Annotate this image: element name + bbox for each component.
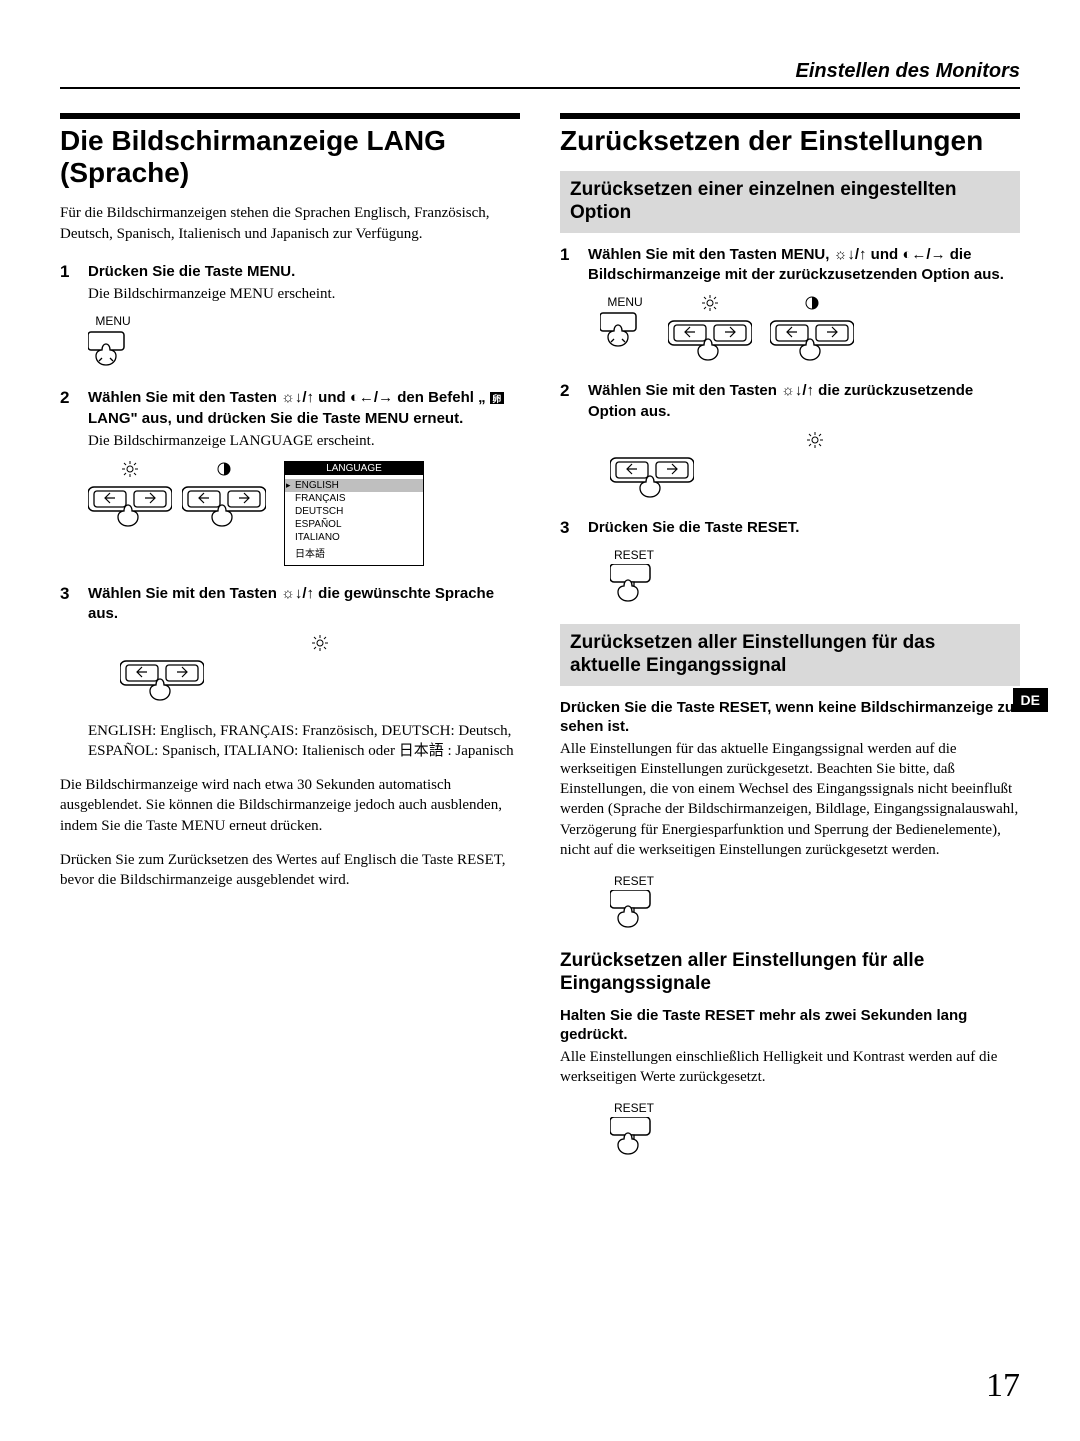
left-step-1: 1 Drücken Sie die Taste MENU. Die Bildsc… — [60, 262, 520, 305]
reset-diagram: RESET — [610, 874, 1020, 932]
menu-label: MENU — [600, 295, 650, 309]
body-text: Alle Einstellungen für das aktuelle Eing… — [560, 739, 1020, 861]
menu-label: MENU — [88, 314, 138, 328]
step-title: Drücken Sie die Taste MENU. — [88, 262, 520, 282]
language-tab: DE — [1013, 688, 1048, 712]
left-para-2: Drücken Sie zum Zurücksetzen des Wertes … — [60, 850, 520, 891]
step-desc: Die Bildschirmanzeige LANGUAGE erscheint… — [88, 431, 520, 451]
left-para-1: Die Bildschirmanzeige wird nach etwa 30 … — [60, 775, 520, 836]
reset-label: RESET — [614, 548, 1020, 562]
rocker-diagram — [610, 432, 1020, 500]
t: und — [314, 389, 350, 406]
contrast-arrows-icon: ◐←/→ — [902, 246, 945, 263]
lang-icon: 卵 — [490, 392, 504, 404]
step-number: 1 — [560, 245, 578, 286]
right-step-3: 3 Drücken Sie die Taste RESET. — [560, 518, 1020, 538]
osd-item: 日本語 — [285, 544, 423, 561]
reset-label: RESET — [614, 874, 1020, 888]
t: Wählen Sie mit den Tasten — [88, 585, 281, 602]
left-column: Die Bildschirmanzeige LANG (Sprache) Für… — [60, 113, 520, 1177]
osd-item: FRANÇAIS — [285, 492, 423, 505]
step-title: Wählen Sie mit den Tasten ☼↓/↑ die gewün… — [88, 584, 520, 625]
sun-arrows-icon: ☼↓/↑ — [834, 246, 867, 263]
left-intro: Für die Bildschirmanzeigen stehen die Sp… — [60, 203, 520, 244]
t: Wählen Sie mit den Tasten — [588, 382, 781, 399]
contrast-arrows-icon: ◐←/→ — [350, 389, 393, 406]
left-step-2: 2 Wählen Sie mit den Tasten ☼↓/↑ und ◐←/… — [60, 388, 520, 451]
t: Wählen Sie mit den Tasten — [88, 389, 281, 406]
sun-arrows-icon: ☼↓/↑ — [781, 382, 814, 399]
menu-button-diagram: MENU — [88, 314, 520, 370]
subhead-3: Zurücksetzen aller Einstellungen für all… — [560, 950, 1020, 996]
step-number: 2 — [560, 381, 578, 422]
osd-item: DEUTSCH — [285, 505, 423, 518]
step-title: Wählen Sie mit den Tasten ☼↓/↑ und ◐←/→ … — [88, 388, 520, 429]
step-title: Drücken Sie die Taste RESET. — [588, 518, 1020, 538]
osd-title: LANGUAGE — [285, 462, 423, 475]
right-step-1: 1 Wählen Sie mit den Tasten MENU, ☼↓/↑ u… — [560, 245, 1020, 286]
reset-label: RESET — [614, 1101, 1020, 1115]
menu-rockers-diagram: MENU — [600, 295, 1020, 363]
osd-item: ENGLISH — [285, 479, 423, 492]
t: den Befehl „ — [393, 389, 490, 406]
page-number: 17 — [986, 1367, 1020, 1405]
subhead-2: Zurücksetzen aller Einstellungen für das… — [560, 624, 1020, 686]
body-text: Alle Einstellungen einschließlich Hellig… — [560, 1047, 1020, 1088]
rocker-diagram — [120, 635, 520, 703]
left-heading: Die Bildschirmanzeige LANG (Sprache) — [60, 125, 520, 189]
osd-item: ITALIANO — [285, 531, 423, 544]
language-osd: LANGUAGE ENGLISH FRANÇAIS DEUTSCH ESPAÑO… — [284, 461, 424, 566]
left-step-3: 3 Wählen Sie mit den Tasten ☼↓/↑ die gew… — [60, 584, 520, 625]
step-title: Wählen Sie mit den Tasten MENU, ☼↓/↑ und… — [588, 245, 1020, 286]
sun-arrows-icon: ☼↓/↑ — [281, 389, 314, 406]
step-number: 3 — [60, 584, 78, 625]
header-title: Einstellen des Monitors — [60, 60, 1020, 89]
step-number: 1 — [60, 262, 78, 305]
language-map: ENGLISH: Englisch, FRANÇAIS: Französisch… — [88, 721, 520, 762]
reset-diagram: RESET — [610, 548, 1020, 606]
t: Wählen Sie mit den Tasten MENU, — [588, 246, 834, 263]
t: und — [867, 246, 903, 263]
step-desc: Die Bildschirmanzeige MENU erscheint. — [88, 284, 520, 304]
subhead-1: Zurücksetzen einer einzelnen eingestellt… — [560, 171, 1020, 233]
sun-arrows-icon: ☼↓/↑ — [281, 585, 314, 602]
bold-instruction: Drücken Sie die Taste RESET, wenn keine … — [560, 698, 1020, 737]
rule — [560, 113, 1020, 119]
step-number: 2 — [60, 388, 78, 451]
right-column: Zurücksetzen der Einstellungen Zurückset… — [560, 113, 1020, 1177]
step-number: 3 — [560, 518, 578, 538]
rocker-and-osd-diagram: LANGUAGE ENGLISH FRANÇAIS DEUTSCH ESPAÑO… — [88, 461, 520, 566]
reset-diagram: RESET — [610, 1101, 1020, 1159]
rule — [60, 113, 520, 119]
step-title: Wählen Sie mit den Tasten ☼↓/↑ die zurüc… — [588, 381, 1020, 422]
right-heading: Zurücksetzen der Einstellungen — [560, 125, 1020, 157]
t: LANG" aus, und drücken Sie die Taste MEN… — [88, 410, 463, 427]
right-step-2: 2 Wählen Sie mit den Tasten ☼↓/↑ die zur… — [560, 381, 1020, 422]
bold-instruction: Halten Sie die Taste RESET mehr als zwei… — [560, 1006, 1020, 1045]
osd-item: ESPAÑOL — [285, 518, 423, 531]
